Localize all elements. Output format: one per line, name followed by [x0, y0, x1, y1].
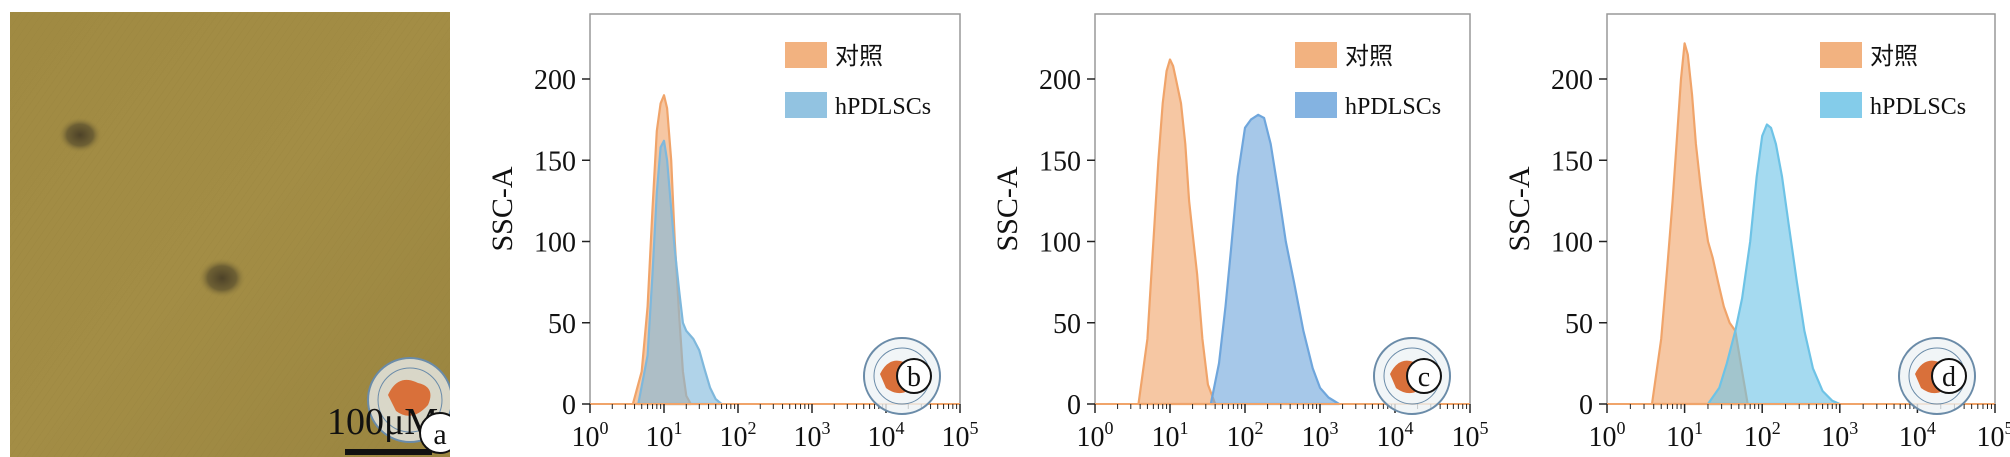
x-tick-label: 100: [1077, 418, 1114, 453]
y-tick-label: 0: [1579, 390, 1593, 421]
histogram-chart-b: 0 50 100 150 200 SSC-A 100 101 102 103 104 105 对照 hPD…: [486, 13, 979, 453]
x-tick-label: 105: [1977, 418, 2010, 453]
legend-swatch: [1295, 42, 1337, 68]
y-tick-label: 0: [562, 390, 576, 421]
y-tick-label: 150: [534, 146, 576, 177]
y-tick-label: 200: [534, 65, 576, 96]
y-tick-label: 200: [1551, 65, 1593, 96]
y-tick-label: 150: [1551, 146, 1593, 177]
series-area-hpdlscs: [1209, 113, 1341, 406]
panel-letter-badge: [1931, 358, 1967, 394]
legend-swatch: [1295, 92, 1337, 118]
histogram-chart-c: 0 50 100 150 200 SSC-A 100 101 102 103 104 105 对照 hPD…: [991, 13, 1489, 453]
x-tick-label: 101: [646, 418, 683, 453]
y-axis-label: SSC-A: [991, 166, 1024, 251]
x-tick-label: 104: [1377, 418, 1414, 453]
legend-label: 对照: [1345, 43, 1393, 70]
micrograph-panel: 100μM a: [0, 0, 450, 457]
panel-letter-badge: [419, 412, 450, 454]
legend-label: hPDLSCs: [835, 94, 931, 120]
x-tick-label: 100: [572, 418, 609, 453]
y-tick-label: 100: [1551, 228, 1593, 259]
x-tick-label: 105: [942, 418, 979, 453]
x-tick-label: 102: [720, 418, 757, 453]
y-tick-label: 50: [1565, 309, 1593, 340]
x-tick-label: 101: [1152, 418, 1189, 453]
y-tick-label: 50: [1053, 309, 1081, 340]
x-tick-label: 103: [794, 418, 831, 453]
cell-colony-1: [58, 117, 102, 153]
y-axis-label: SSC-A: [1503, 166, 1536, 251]
legend-label: 对照: [1870, 43, 1918, 70]
legend-label: hPDLSCs: [1870, 94, 1966, 120]
legend-swatch: [785, 92, 827, 118]
cell-colony-2: [198, 258, 246, 298]
x-tick-label: 105: [1452, 418, 1489, 453]
legend-label: 对照: [835, 43, 883, 70]
legend-swatch: [1820, 92, 1862, 118]
y-axis-label: SSC-A: [486, 166, 519, 251]
y-tick-label: 200: [1039, 65, 1081, 96]
y-tick-label: 100: [1039, 228, 1081, 259]
x-tick-label: 104: [1899, 418, 1936, 453]
histogram-panel-d: 0 50 100 150 200 SSC-A 100 101 102 103 104 105 对照 hPD…: [1490, 0, 2010, 457]
series-area-hpdlscs: [637, 139, 723, 406]
micrograph-image: 100μM a: [10, 12, 450, 457]
panel-letter: d: [1942, 362, 1956, 393]
histogram-chart-d: 0 50 100 150 200 SSC-A 100 101 102 103 104 105 对照 hPD…: [1503, 13, 2010, 453]
x-tick-label: 102: [1744, 418, 1781, 453]
x-tick-label: 102: [1227, 418, 1264, 453]
histogram-panel-b: 0 50 100 150 200 SSC-A 100 101 102 103 104 105 对照 hPD…: [470, 0, 980, 457]
x-tick-label: 103: [1821, 418, 1858, 453]
y-tick-label: 150: [1039, 146, 1081, 177]
y-tick-label: 50: [548, 309, 576, 340]
y-tick-label: 0: [1067, 390, 1081, 421]
series-area-hpdlscs: [1706, 123, 1841, 406]
x-tick-label: 100: [1589, 418, 1626, 453]
panel-letter: c: [1418, 362, 1430, 393]
x-tick-label: 104: [868, 418, 905, 453]
legend-label: hPDLSCs: [1345, 94, 1441, 120]
histogram-panel-c: 0 50 100 150 200 SSC-A 100 101 102 103 104 105 对照 hPD…: [980, 0, 1490, 457]
y-tick-label: 100: [534, 228, 576, 259]
legend-swatch: [1820, 42, 1862, 68]
legend-swatch: [785, 42, 827, 68]
x-tick-label: 101: [1666, 418, 1703, 453]
panel-letter-badge: [1406, 358, 1442, 394]
x-tick-label: 103: [1302, 418, 1339, 453]
series-area-control: [1137, 58, 1217, 406]
panel-letter: b: [907, 362, 921, 393]
panel-letter-badge: [896, 358, 932, 394]
panel-letter: a: [433, 418, 446, 451]
